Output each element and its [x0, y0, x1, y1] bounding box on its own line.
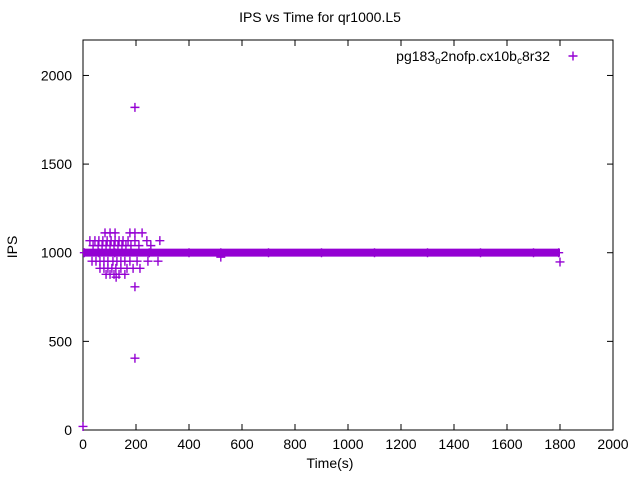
data-point-marker — [126, 241, 136, 251]
x-tick-label: 1200 — [385, 436, 416, 452]
x-tick-label: 1000 — [332, 436, 363, 452]
legend-marker — [568, 51, 578, 61]
x-tick-label: 200 — [124, 436, 148, 452]
data-point-marker — [153, 256, 163, 266]
data-point-marker — [555, 257, 565, 267]
data-point-marker — [78, 421, 88, 431]
data-band-marker — [317, 248, 326, 258]
data-point-marker — [120, 269, 130, 279]
plot-content: 0 200 400 600 800 1000 1200 1400 1600 1800 2000 0 50… — [41, 39, 629, 452]
data-point-marker — [143, 256, 153, 266]
data-band-marker — [110, 248, 120, 258]
data-point-marker — [130, 353, 140, 363]
y-axis-label: IPS — [4, 236, 20, 259]
data-point-marker — [135, 263, 145, 273]
legend-label: pg183o2nofp.cx10bc8r32 — [396, 48, 550, 67]
chart-title: IPS vs Time for qr1000.L5 — [239, 9, 401, 25]
x-tick-label: 0 — [79, 436, 87, 452]
data-band-marker — [554, 248, 564, 258]
data-band-marker — [79, 248, 89, 258]
data-band-marker — [264, 248, 273, 258]
y-tick-label: 1500 — [41, 156, 72, 172]
data-point-marker — [111, 272, 121, 282]
y-tick-label: 0 — [64, 422, 72, 438]
data-band-marker — [184, 248, 194, 258]
x-axis-label: Time(s) — [307, 455, 354, 471]
data-point-marker — [132, 256, 142, 266]
data-band-marker — [423, 248, 432, 258]
x-tick-label: 800 — [283, 436, 307, 452]
data-point-marker — [155, 236, 165, 246]
x-tick-label: 2000 — [597, 436, 628, 452]
data-band-marker — [370, 248, 379, 258]
x-tick-label: 1400 — [438, 436, 469, 452]
data-point-marker — [137, 228, 147, 238]
data-band-marker — [144, 248, 154, 258]
y-tick-label: 500 — [49, 333, 73, 349]
x-tick-label: 600 — [230, 436, 254, 452]
data-point-marker — [130, 236, 140, 246]
y-tick-label: 1000 — [41, 245, 72, 261]
data-point-marker — [134, 241, 144, 251]
x-tick-label: 1600 — [491, 436, 522, 452]
data-band-marker — [529, 248, 538, 258]
data-point-marker — [110, 228, 120, 238]
data-point-marker — [142, 236, 152, 246]
data-point-marker — [216, 252, 226, 262]
data-point-marker — [146, 241, 156, 251]
y-tick-label: 2000 — [41, 67, 72, 83]
plot-border — [82, 39, 614, 431]
data-band-marker — [94, 248, 104, 258]
data-point-marker — [130, 102, 140, 112]
data-point-marker — [130, 282, 140, 292]
x-tick-label: 1800 — [544, 436, 575, 452]
x-tick-label: 400 — [177, 436, 201, 452]
data-band-marker — [476, 248, 485, 258]
